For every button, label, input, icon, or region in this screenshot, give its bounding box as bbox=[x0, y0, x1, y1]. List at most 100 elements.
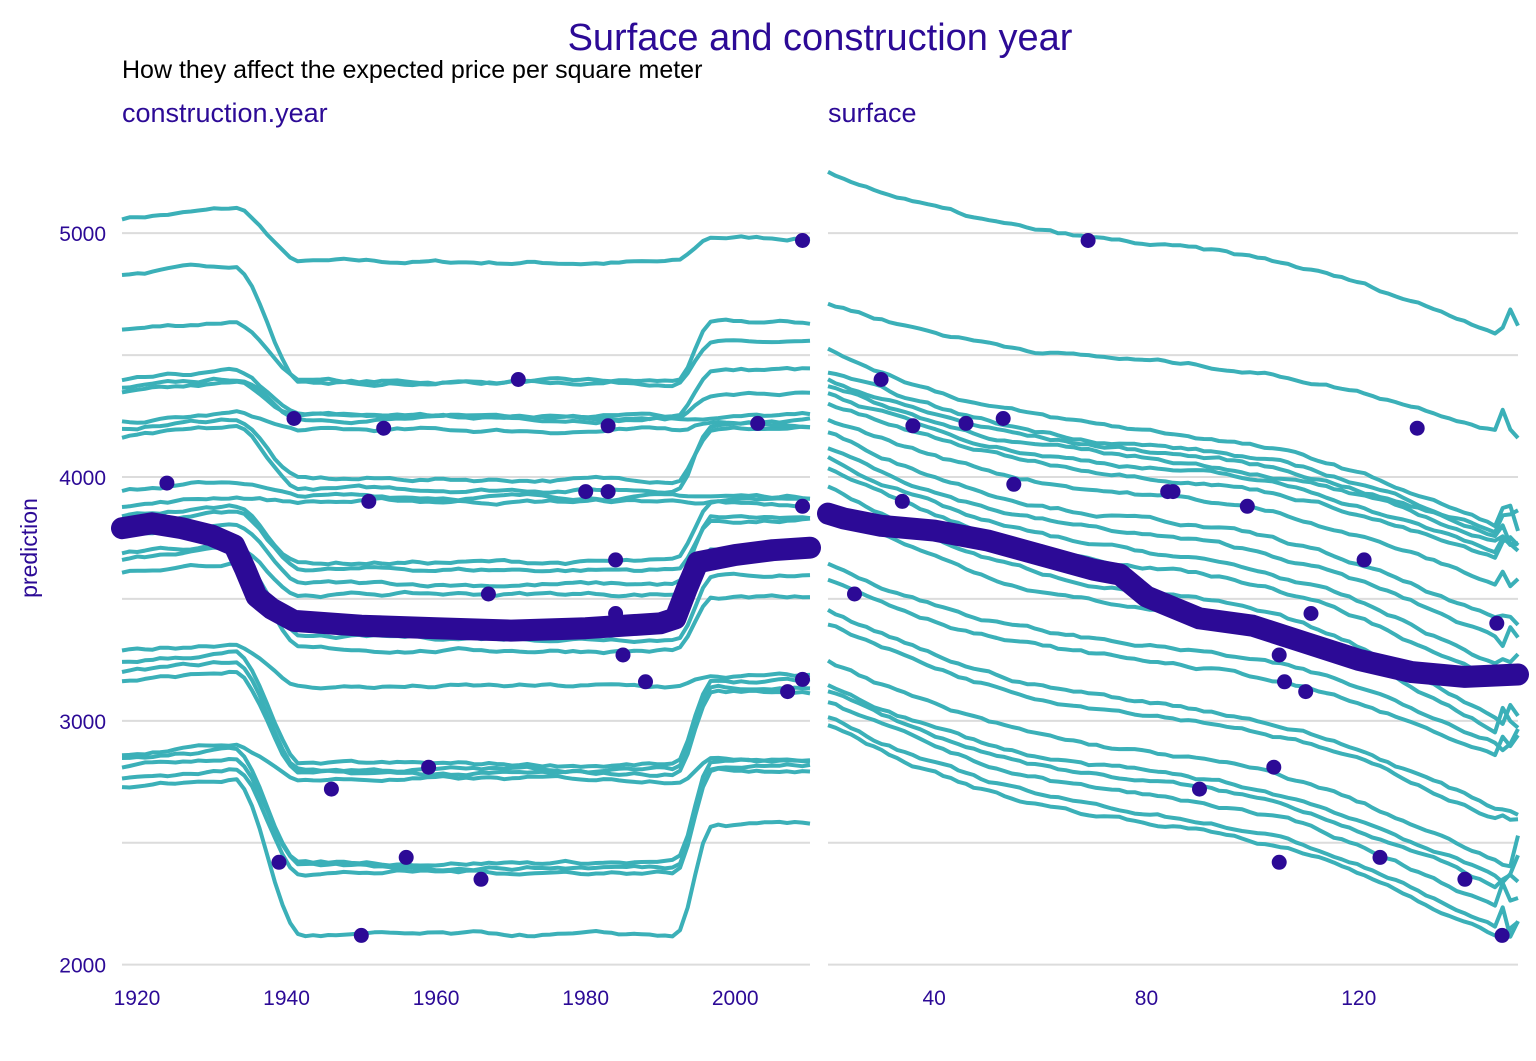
profile-line bbox=[121, 766, 811, 878]
observation-point bbox=[795, 671, 810, 687]
observation-point bbox=[1271, 854, 1287, 870]
profile-line bbox=[121, 379, 811, 422]
profile-line bbox=[827, 700, 1519, 908]
panel-title-construction-year: construction.year bbox=[122, 98, 328, 128]
observation-point bbox=[159, 475, 175, 491]
profile-line bbox=[121, 205, 811, 267]
profile-line bbox=[121, 649, 811, 769]
observation-point bbox=[847, 586, 862, 602]
panel-title-surface: surface bbox=[828, 98, 917, 128]
profile-line bbox=[826, 659, 1520, 869]
x-tick-label: 120 bbox=[1341, 987, 1376, 1010]
profile-line bbox=[121, 420, 811, 495]
profile-line bbox=[827, 370, 1519, 535]
profile-line bbox=[121, 409, 811, 436]
profile-line bbox=[827, 466, 1520, 683]
profile-line bbox=[827, 689, 1520, 890]
profile-line bbox=[827, 455, 1520, 666]
observation-point bbox=[638, 674, 653, 690]
observation-point bbox=[578, 484, 594, 500]
observation-point bbox=[480, 586, 496, 602]
observation-point bbox=[1409, 420, 1425, 436]
x-tick-label: 1980 bbox=[562, 987, 609, 1010]
observation-point bbox=[473, 871, 489, 887]
observation-point bbox=[795, 233, 810, 248]
y-axis-label: prediction bbox=[16, 498, 42, 598]
chart-panels: 2000 3000 4000 5000 1920 1940 1960 1980 2000 40 80… bbox=[59, 170, 1529, 1010]
profile-line bbox=[827, 446, 1520, 648]
profile-line bbox=[121, 745, 811, 868]
observation-point bbox=[608, 606, 624, 621]
x-tick-label: 80 bbox=[1135, 987, 1158, 1010]
observation-point bbox=[1080, 233, 1096, 248]
observation-point bbox=[510, 372, 526, 387]
profile-line bbox=[827, 346, 1520, 532]
observation-point bbox=[323, 781, 339, 797]
observation-point bbox=[1356, 552, 1372, 568]
profile-line bbox=[827, 577, 1520, 758]
profile-line bbox=[121, 514, 811, 589]
y-tick-label: 4000 bbox=[59, 467, 106, 490]
profile-line bbox=[827, 384, 1519, 547]
observation-point bbox=[1298, 684, 1314, 700]
panel-1: 40 80 120 bbox=[817, 170, 1529, 1010]
observation-point bbox=[376, 420, 392, 436]
observation-point bbox=[1489, 615, 1505, 631]
chart-title: Surface and construction year bbox=[568, 17, 1073, 59]
x-tick-label: 1920 bbox=[114, 987, 161, 1010]
observation-point bbox=[1239, 498, 1255, 514]
profile-line bbox=[827, 561, 1520, 753]
profile-line bbox=[827, 683, 1520, 885]
profile-line bbox=[827, 715, 1520, 939]
observation-point bbox=[1165, 484, 1181, 500]
mean-profile-line bbox=[817, 502, 1529, 688]
observation-point bbox=[1457, 871, 1473, 887]
profile-line bbox=[827, 301, 1520, 440]
observation-point bbox=[608, 552, 624, 568]
y-tick-label: 2000 bbox=[59, 955, 106, 978]
y-tick-label: 5000 bbox=[59, 223, 106, 246]
observation-point bbox=[271, 854, 287, 870]
observation-point bbox=[1303, 606, 1319, 621]
profile-line bbox=[827, 170, 1520, 336]
x-tick-label: 1960 bbox=[413, 987, 460, 1010]
profile-line bbox=[121, 777, 811, 939]
chart-subtitle: How they affect the expected price per s… bbox=[122, 56, 702, 84]
observation-point bbox=[286, 411, 302, 426]
x-tick-label: 1940 bbox=[263, 987, 310, 1010]
profile-line bbox=[826, 608, 1519, 817]
observation-point bbox=[1271, 647, 1287, 663]
observation-point bbox=[398, 849, 414, 865]
observation-point bbox=[1494, 927, 1510, 943]
observation-point bbox=[894, 493, 910, 509]
observation-point bbox=[353, 927, 369, 943]
x-tick-label: 2000 bbox=[712, 987, 759, 1010]
profile-line bbox=[827, 391, 1520, 555]
profile-line bbox=[121, 669, 811, 778]
observation-point bbox=[600, 484, 616, 500]
observation-point bbox=[361, 493, 377, 509]
observation-point bbox=[780, 684, 796, 700]
observation-point bbox=[958, 415, 974, 431]
observation-point bbox=[615, 647, 631, 663]
mean-profile-line bbox=[111, 512, 821, 642]
profile-line bbox=[121, 480, 811, 503]
observation-point bbox=[750, 415, 766, 431]
profile-line bbox=[121, 499, 811, 567]
observation-point bbox=[1192, 781, 1207, 797]
observation-point bbox=[421, 759, 437, 775]
profile-line bbox=[827, 377, 1519, 547]
observation-point bbox=[995, 411, 1011, 426]
x-tick-label: 40 bbox=[922, 987, 945, 1010]
observation-point bbox=[1277, 674, 1292, 690]
observation-point bbox=[1266, 759, 1282, 775]
panel-0: 2000 3000 4000 5000 1920 1940 1960 1980 2000 bbox=[59, 205, 821, 1010]
observation-point bbox=[600, 418, 616, 434]
observation-point bbox=[905, 418, 921, 434]
profile-line bbox=[827, 622, 1519, 822]
profile-line bbox=[827, 723, 1520, 941]
observation-point bbox=[1006, 476, 1022, 492]
profile-line bbox=[121, 495, 811, 509]
